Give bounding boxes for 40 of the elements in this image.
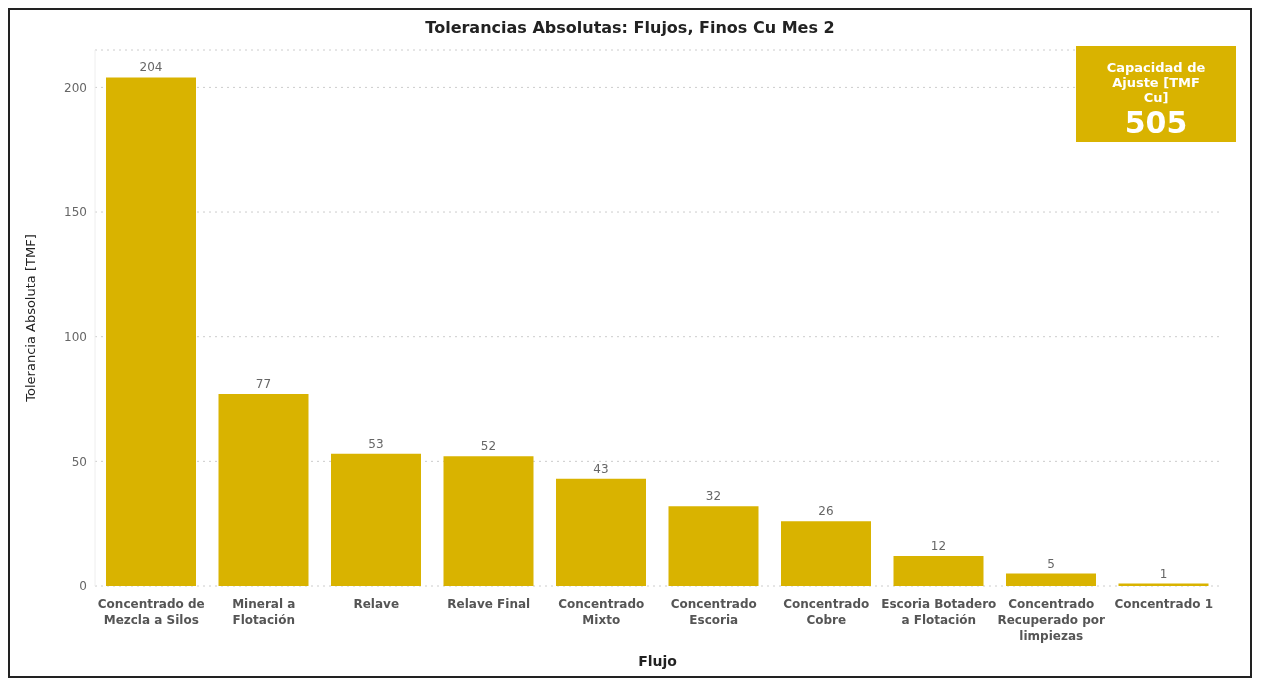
y-tick-label: 150 [64, 205, 87, 220]
bar [1006, 573, 1096, 586]
data-label: 1 [1159, 566, 1168, 581]
x-axis-title: Flujo [638, 653, 678, 669]
data-label: 43 [593, 461, 609, 476]
y-axis-title: Tolerancia Absoluta [TMF] [22, 234, 38, 403]
bar [556, 478, 646, 586]
bar [781, 521, 871, 586]
x-tick-label: Concentrado 1 [1114, 597, 1214, 611]
x-tick-label: Concentrado Recuperado por limpiezas [997, 597, 1106, 643]
data-label: 26 [818, 504, 834, 519]
x-tick-label: Concentrado Cobre [783, 597, 870, 627]
x-tick-label: Relave Final [447, 597, 531, 611]
chart-title: Tolerancias Absolutas: Flujos, Finos Cu Mes 2 [424, 18, 836, 37]
bar [893, 556, 984, 586]
y-tick-label: 100 [64, 329, 87, 344]
data-label: 52 [480, 439, 497, 454]
bar [218, 394, 309, 586]
bar [443, 456, 534, 586]
x-tick-label: Relave [353, 597, 400, 611]
annotation: 505 [1123, 105, 1189, 140]
data-label: 5 [1047, 556, 1055, 571]
data-label: 77 [255, 377, 272, 392]
x-tick-label: Mineral a Flotación [232, 597, 296, 627]
bar [331, 453, 421, 586]
data-label: 53 [368, 436, 384, 451]
kpi-card: Capacidad de Ajuste [TMF Cu] 505 [1076, 46, 1236, 142]
bar [106, 77, 196, 586]
x-tick-label: Concentrado Mixto [558, 597, 645, 627]
data-label: 12 [930, 539, 947, 554]
annotation: Capacidad de Ajuste [TMF Cu] [1105, 60, 1207, 105]
y-tick-label: 50 [71, 454, 87, 469]
bar [668, 506, 759, 586]
x-tick-label: Concentrado Escoria [670, 597, 757, 627]
y-tick-label: 200 [64, 80, 87, 95]
x-tick-label: Concentrado de Mezcla a Silos [97, 597, 205, 627]
data-label: 204 [139, 60, 163, 75]
data-label: 32 [705, 489, 722, 504]
y-tick-label: 0 [79, 579, 87, 594]
x-tick-label: Escoria Botadero a Flotación [881, 597, 997, 627]
